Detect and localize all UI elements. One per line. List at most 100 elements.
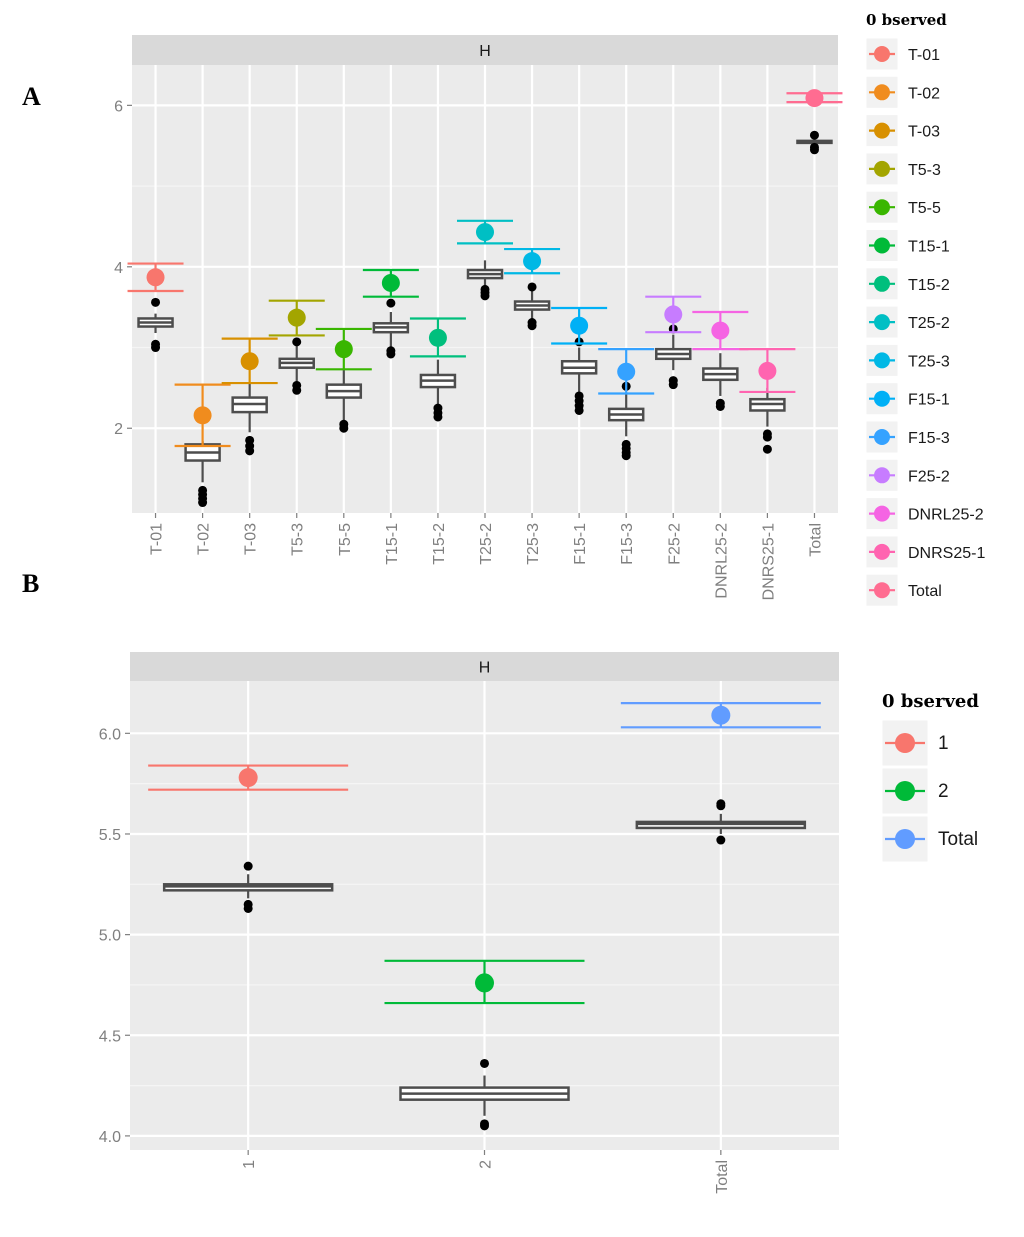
panel-label-b: B: [22, 569, 39, 598]
category-group-1: 1: [148, 764, 349, 1169]
facet-strip: [132, 35, 838, 65]
x-tick-label: T-01: [149, 523, 166, 555]
legend-label: T25-2: [908, 315, 950, 332]
category-group-F25-2: F25-2: [645, 295, 702, 565]
outlier-point: [762, 429, 772, 439]
outlier-point: [621, 439, 631, 449]
category-group-DNRL25-2: DNRL25-2: [692, 310, 749, 599]
legend-label: F25-2: [908, 468, 950, 485]
legend-label: T-03: [908, 124, 940, 141]
outlier-point: [480, 1058, 489, 1068]
category-group-Total: Total: [620, 702, 821, 1194]
legend-item-DNRL25-2: DNRL25-2: [865, 497, 984, 531]
outlier-point: [151, 339, 161, 349]
category-group-T15-2: T15-2: [409, 317, 466, 565]
legend-item-T25-3: T25-3: [865, 343, 950, 377]
category-group-T25-2: T25-2: [457, 219, 513, 565]
legend-label: Total: [938, 829, 978, 850]
legend-item-DNRS25-1: DNRS25-1: [865, 535, 985, 569]
legend-item-Total: Total: [881, 815, 978, 863]
category-group-T15-1: T15-1: [362, 268, 419, 565]
observed-point: [758, 361, 777, 380]
observed-point: [523, 252, 542, 271]
facet-strip-label: H: [479, 43, 491, 60]
category-group-T-03: T-03: [221, 337, 278, 555]
legend-key-point: [874, 122, 890, 139]
x-tick-label: T25-2: [478, 523, 495, 565]
observed-point: [570, 316, 589, 335]
legend-item-T15-2: T15-2: [865, 267, 950, 301]
x-tick-label: T25-3: [525, 523, 542, 565]
category-group-Total: Total: [786, 89, 843, 557]
x-tick-label: F15-1: [572, 523, 589, 565]
x-tick-label: F25-2: [666, 523, 683, 565]
x-tick-label: T15-1: [384, 523, 401, 565]
category-group-2: 2: [384, 959, 585, 1169]
outlier-point: [809, 130, 819, 140]
category-group-T25-3: T25-3: [504, 247, 561, 565]
legend-item-F15-3: F15-3: [865, 420, 950, 454]
y-tick-label: 5.0: [99, 928, 121, 945]
y-tick-label: 5.5: [99, 827, 121, 844]
outlier-point: [574, 391, 584, 401]
legend-key-point: [874, 314, 890, 331]
y-tick-label: 6: [114, 98, 123, 115]
outlier-point: [480, 1119, 489, 1129]
legend-item-T5-3: T5-3: [865, 152, 941, 186]
observed-point: [711, 705, 731, 725]
legend-item-T15-1: T15-1: [865, 229, 950, 262]
legend-label: T25-3: [908, 353, 950, 370]
observed-point: [711, 321, 730, 340]
chart-panel-b: H 4.0 4.5 5.0 5.5 6.0 1 2 Total: [99, 652, 839, 1194]
outlier-point: [527, 282, 537, 292]
legend-label: T-02: [908, 85, 940, 102]
x-tick-label: T-02: [196, 523, 213, 555]
legend-label: F15-1: [908, 392, 950, 409]
legend-key-point: [895, 733, 915, 753]
outlier-point: [433, 403, 443, 413]
outlier-point: [292, 380, 302, 390]
outlier-point: [198, 485, 208, 495]
x-tick-label: DNRL25-2: [713, 523, 730, 599]
outlier-point: [716, 799, 726, 809]
legend-b: 0 bserved 1 2 Total: [881, 691, 979, 863]
legend-key-point: [874, 543, 890, 560]
legend-label: T5-5: [908, 200, 941, 217]
legend-key-point: [895, 781, 915, 801]
x-tick-label: Total: [807, 523, 824, 557]
legend-title: 0 bserved: [866, 11, 947, 29]
category-group-T-01: T-01: [127, 262, 184, 555]
legend-key-point: [874, 160, 890, 177]
y-tick-label: 4.0: [99, 1129, 121, 1146]
y-tick-label: 6.0: [99, 726, 121, 743]
x-tick-label: T5-5: [337, 523, 354, 556]
outlier-point: [762, 444, 772, 454]
observed-point: [617, 362, 636, 381]
category-group-F15-1: F15-1: [551, 306, 608, 565]
category-group-F15-3: F15-3: [598, 348, 655, 565]
chart-panel-a: H 2 4 6 T-01 T-02 T-03 T5-3 T5-5 T15-1 T15-2 T25-2 T…: [114, 35, 843, 600]
observed-point: [193, 406, 212, 425]
outlier-point: [386, 298, 396, 308]
observed-point: [805, 89, 824, 108]
legend-key-point: [874, 467, 890, 484]
observed-point: [240, 352, 259, 371]
legend-item-T5-5: T5-5: [865, 190, 941, 224]
x-tick-label: 1: [241, 1160, 258, 1169]
legend-item-T25-2: T25-2: [865, 305, 950, 339]
legend-item-T-01: T-01: [865, 37, 940, 71]
legend-label: 1: [938, 733, 949, 754]
legend-key-point: [874, 275, 890, 292]
legend-key-point: [874, 429, 890, 445]
legend-label: T15-1: [908, 239, 950, 256]
legend-key-point: [874, 582, 890, 599]
legend-key-point: [874, 390, 890, 407]
y-tick-label: 4.5: [99, 1028, 121, 1045]
legend-a: 0 bserved T-01 T-02 T-03 T5-3 T5-5 T15-1 T15-2 T…: [865, 11, 985, 607]
x-tick-label: T-03: [243, 523, 260, 555]
category-group-T5-3: T5-3: [268, 299, 325, 556]
y-tick-label: 2: [114, 421, 123, 438]
outlier-point: [386, 346, 396, 356]
legend-key-point: [874, 505, 890, 522]
